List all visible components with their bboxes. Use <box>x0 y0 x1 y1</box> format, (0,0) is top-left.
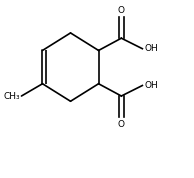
Text: O: O <box>118 120 125 129</box>
Text: OH: OH <box>145 44 159 53</box>
Text: CH₃: CH₃ <box>3 92 20 101</box>
Text: O: O <box>118 6 125 15</box>
Text: OH: OH <box>145 81 159 90</box>
